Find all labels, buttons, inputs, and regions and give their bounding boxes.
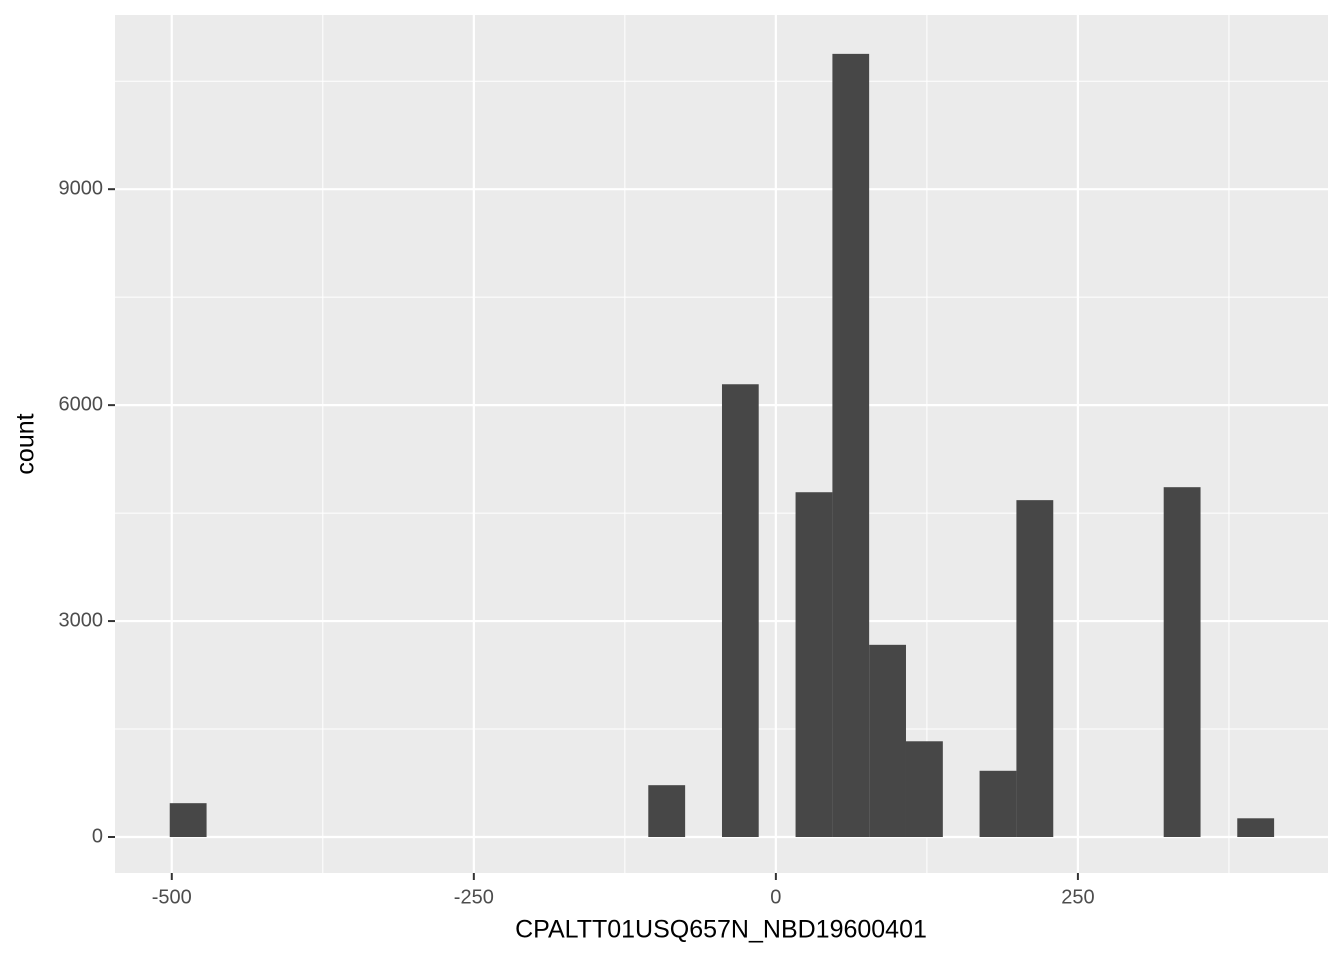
x-tick-label: 0 (770, 886, 781, 908)
bar (832, 53, 870, 838)
x-tick-label: -500 (152, 886, 192, 908)
bar (648, 785, 686, 838)
bar (1237, 818, 1275, 838)
bar (795, 492, 833, 838)
bar (1016, 500, 1054, 838)
y-tick-label: 6000 (59, 393, 104, 415)
y-tick-label: 3000 (59, 609, 104, 631)
x-tick-label: -250 (454, 886, 494, 908)
x-tick-label: 250 (1061, 886, 1094, 908)
x-axis-title: CPALTT01USQ657N_NBD19600401 (515, 916, 927, 944)
bar (869, 644, 906, 838)
y-tick-label: 9000 (59, 177, 104, 199)
bars (169, 53, 1275, 838)
bar (169, 803, 207, 838)
y-axis-title: count (12, 413, 40, 474)
grid (115, 15, 1328, 873)
bar (979, 770, 1017, 838)
bar (905, 741, 943, 838)
axes: -500 -250 0 250 0 3000 6000 9000 (59, 177, 1095, 908)
bar (721, 384, 759, 838)
plot-panel (115, 15, 1328, 873)
y-tick-label: 0 (92, 825, 103, 847)
bar (1163, 487, 1201, 838)
